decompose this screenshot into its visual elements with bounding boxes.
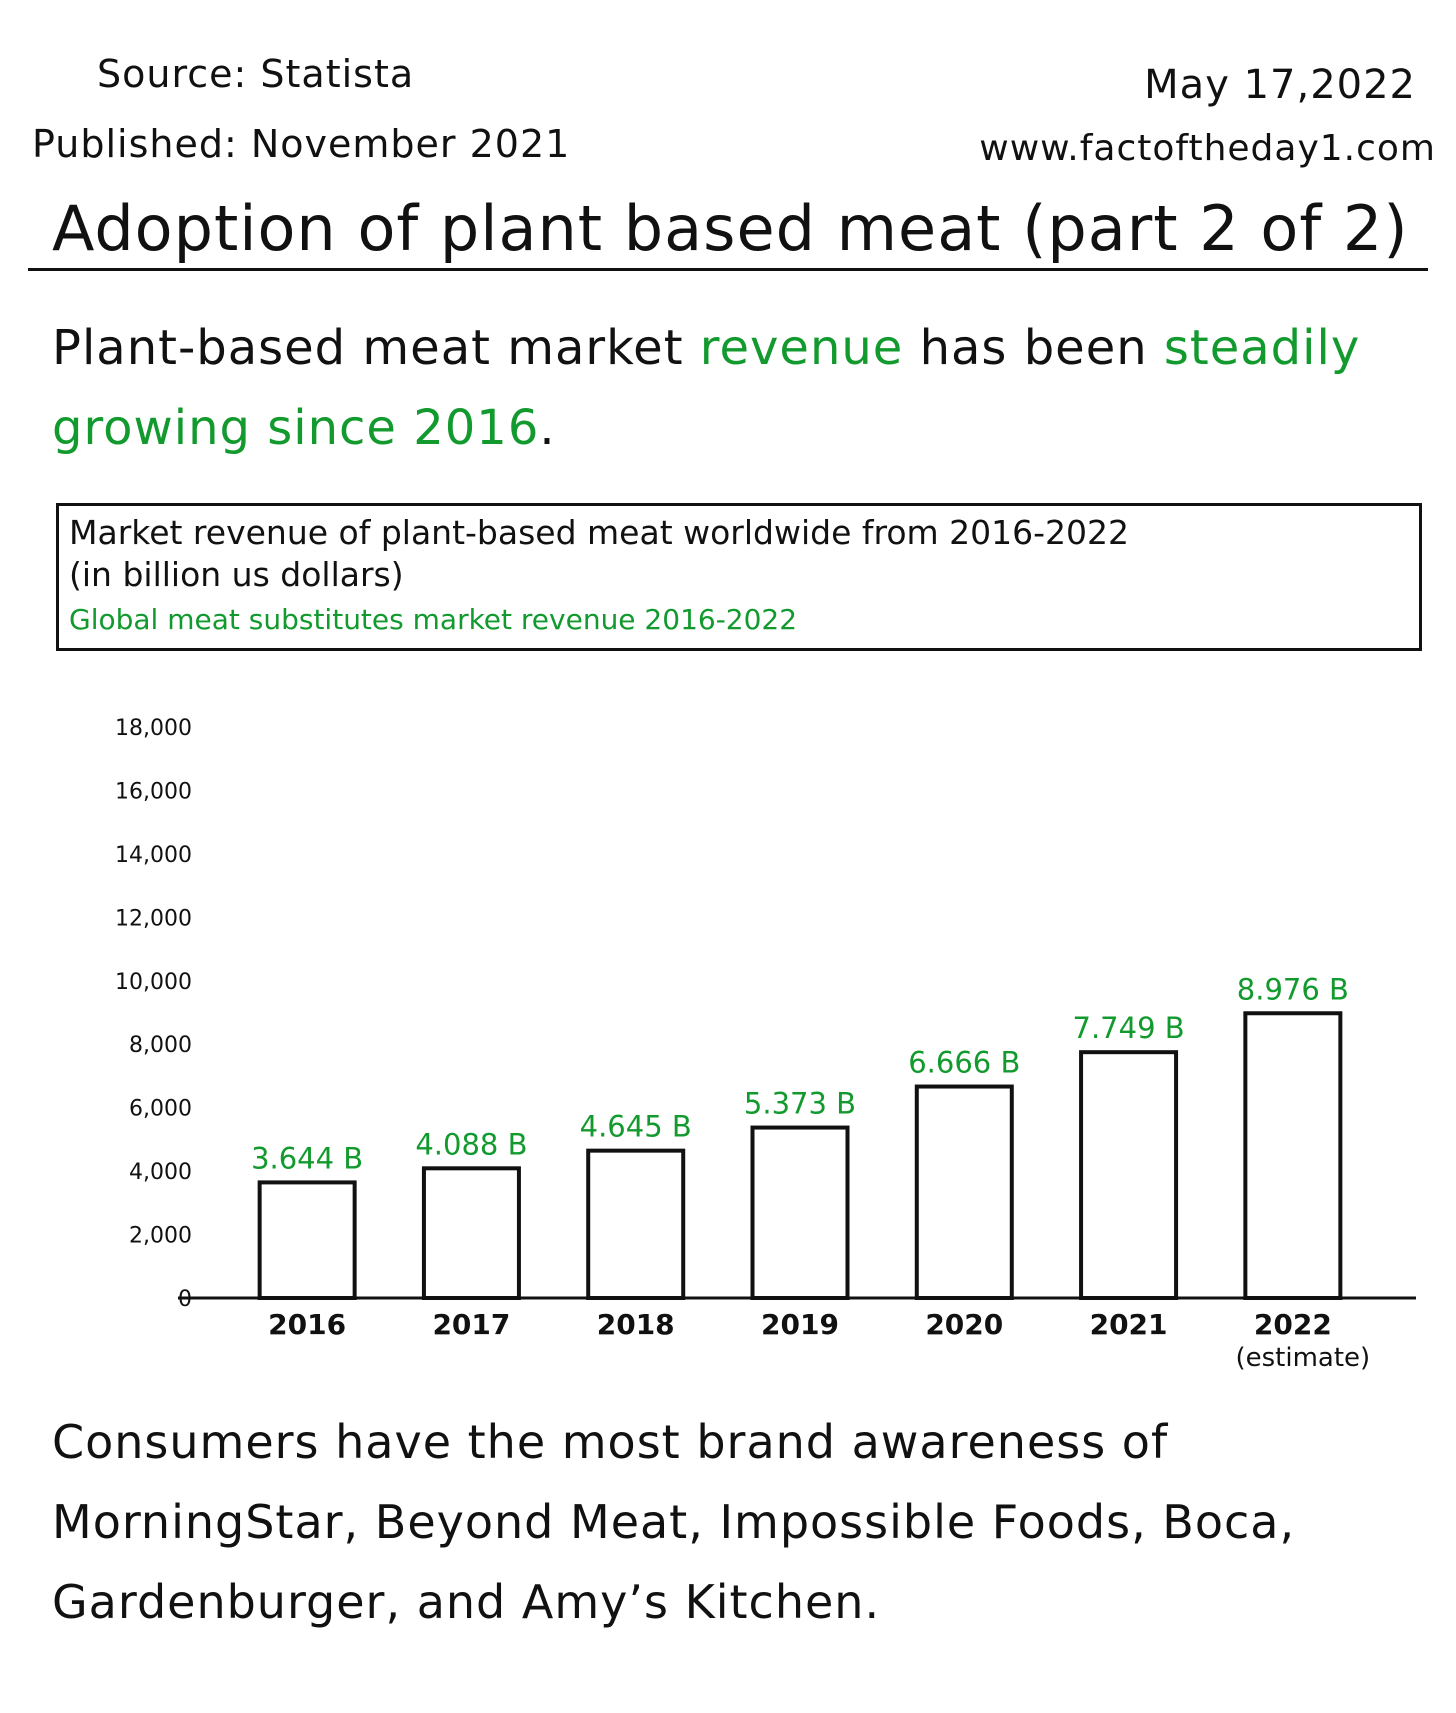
bar-chart: 0 2,000 4,000 6,000 8,000 10,000 12,000 14,000 1…	[115, 716, 1416, 1373]
y-tick-label: 18,000	[115, 716, 192, 741]
lead-text-3: .	[539, 400, 556, 456]
data-label: 7.749 B	[1073, 1011, 1185, 1045]
x-tick-label: 2016	[268, 1308, 346, 1341]
date-label: May 17,2022	[1144, 62, 1416, 108]
chart-source-note: Global meat substitutes market revenue 2…	[69, 603, 798, 636]
x-tick-label: 2017	[432, 1308, 510, 1341]
y-tick-label: 4,000	[129, 1160, 192, 1185]
lead-highlight-growing: steadily growing since 2016	[52, 320, 1361, 456]
data-label: 8.976 B	[1237, 972, 1349, 1006]
x-tick-label: 2022	[1254, 1308, 1332, 1341]
bar	[1243, 1011, 1343, 1300]
lead-text-2: has been	[903, 320, 1164, 376]
x-tick-label: 2021	[1090, 1308, 1168, 1341]
closing-paragraph: Consumers have the most brand awareness …	[52, 1415, 1296, 1629]
title-underline	[28, 268, 1428, 271]
y-tick-label: 10,000	[115, 970, 192, 995]
data-label: 6.666 B	[908, 1046, 1020, 1080]
lead-highlight-revenue: revenue	[699, 320, 904, 376]
bar	[257, 1180, 357, 1301]
chart-title-box: Market revenue of plant-based meat world…	[56, 503, 1422, 651]
published-label: Published: November 2021	[32, 122, 571, 166]
bar	[421, 1166, 521, 1300]
y-tick-label: 2,000	[129, 1224, 192, 1249]
website-link[interactable]: www.factoftheday1.com	[979, 128, 1436, 169]
bar	[750, 1125, 850, 1300]
data-label: 4.645 B	[580, 1110, 692, 1144]
x-tick-label: 2018	[597, 1308, 675, 1341]
x-tick-note: (estimate)	[1236, 1343, 1371, 1373]
lead-text-1: Plant-based meat market	[52, 320, 700, 376]
y-tick-label: 14,000	[115, 843, 192, 868]
data-label: 3.644 B	[251, 1141, 363, 1175]
source-label: Source: Statista	[97, 52, 415, 96]
x-tick-label: 2020	[925, 1308, 1003, 1341]
page-title: Adoption of plant based meat (part 2 of …	[52, 192, 1409, 265]
chart-subtitle: (in billion us dollars)	[69, 555, 404, 594]
x-tick-label: 2019	[761, 1308, 839, 1341]
y-tick-label: 8,000	[129, 1033, 192, 1058]
bar	[586, 1148, 686, 1300]
y-tick-label: 16,000	[115, 779, 192, 804]
chart-title: Market revenue of plant-based meat world…	[69, 513, 1130, 552]
y-tick-label: 0	[178, 1287, 192, 1312]
data-label: 4.088 B	[415, 1127, 527, 1161]
bar	[1079, 1050, 1179, 1301]
data-label: 5.373 B	[744, 1087, 856, 1121]
y-tick-label: 12,000	[115, 906, 192, 931]
lead-paragraph: Plant-based meat market revenue has been…	[52, 308, 1412, 468]
y-tick-label: 6,000	[129, 1097, 192, 1122]
bar	[914, 1084, 1014, 1300]
